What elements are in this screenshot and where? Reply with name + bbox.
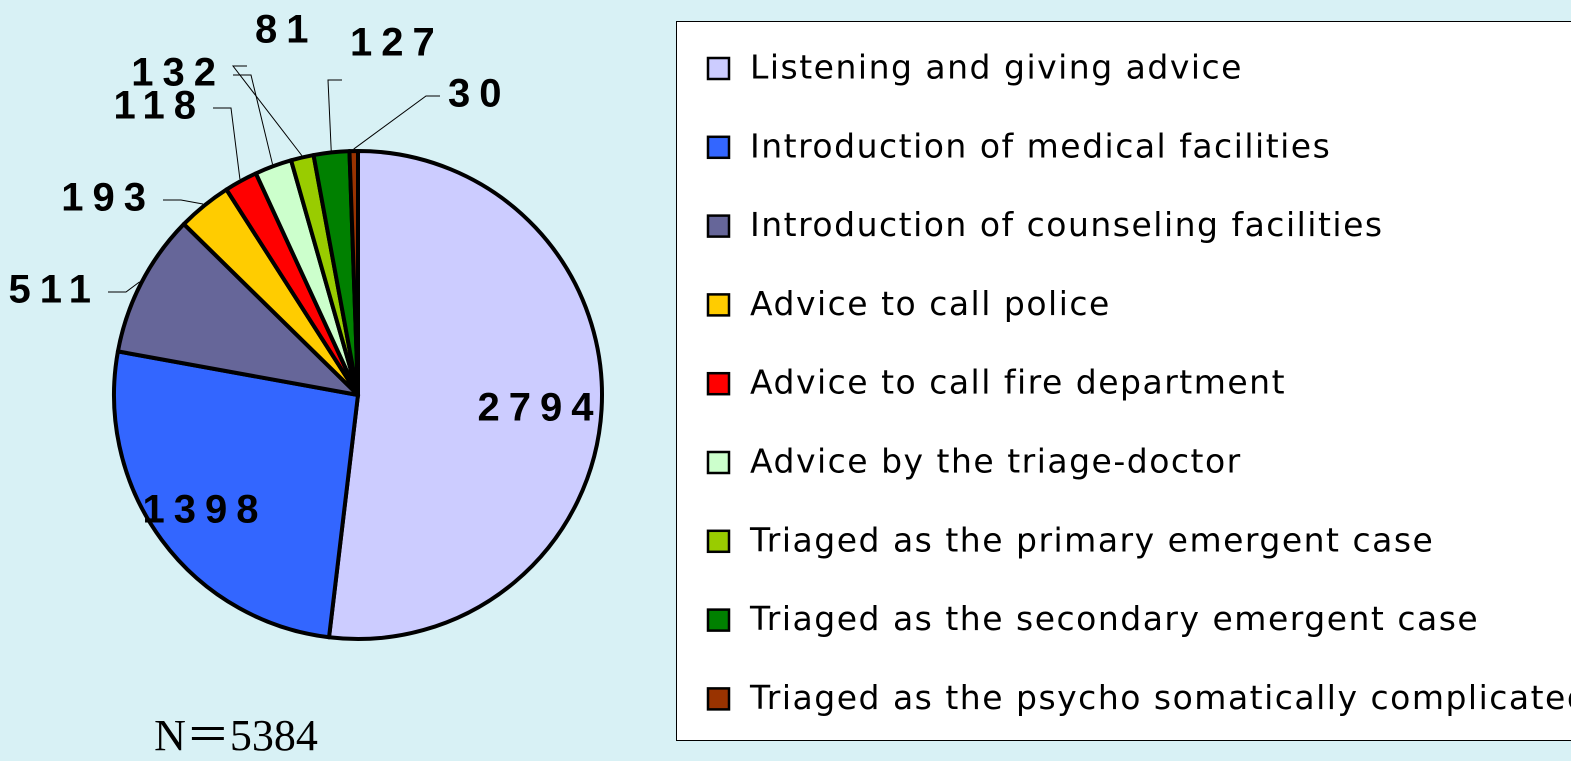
legend-box (676, 21, 1571, 741)
pie-slice (112, 349, 360, 640)
data-label: 127 (350, 21, 444, 65)
data-label: 2794 (478, 386, 603, 430)
legend-swatch (706, 608, 731, 632)
pie-slice (115, 222, 360, 397)
leader-line (163, 199, 204, 205)
leader-line (231, 65, 303, 156)
data-label: 132 (131, 51, 225, 95)
legend-swatch (706, 135, 731, 160)
legend-label: Triaged as the primary emergent case (749, 520, 1434, 559)
data-label: 1398 (143, 488, 268, 532)
legend-swatch (706, 293, 731, 317)
legend-swatch (706, 371, 731, 396)
data-label: 193 (61, 176, 155, 220)
data-label: 118 (113, 84, 205, 128)
leader-line (233, 74, 274, 165)
legend-swatch (706, 529, 731, 554)
data-label: 30 (448, 72, 511, 116)
data-label: 511 (8, 268, 100, 312)
legend-label: Introduction of medical facilities (750, 126, 1331, 165)
leader-line (353, 95, 440, 150)
pie-slice (327, 149, 604, 641)
legend-label: Advice to call fire department (750, 363, 1286, 402)
legend-label: Advice to call police (750, 284, 1111, 323)
leader-line (108, 281, 140, 293)
legend-label: Listening and giving advice (750, 48, 1243, 87)
legend-swatch (706, 214, 731, 238)
legend-swatch (706, 687, 731, 711)
legend-label: Advice by the triage-doctor (750, 442, 1242, 481)
legend-label: Triaged as the secondary emergent case (749, 599, 1479, 638)
legend-swatch (706, 56, 731, 81)
pie-slice (347, 149, 360, 397)
legend-label: Introduction of counseling facilities (750, 205, 1384, 244)
note: N＝5384 (154, 711, 318, 760)
leader-line (327, 79, 342, 151)
legend-swatch (706, 450, 731, 475)
data-label: 81 (255, 8, 318, 52)
legend-label: Triaged as the psycho somatically compli… (749, 678, 1571, 717)
leader-line (213, 107, 241, 180)
